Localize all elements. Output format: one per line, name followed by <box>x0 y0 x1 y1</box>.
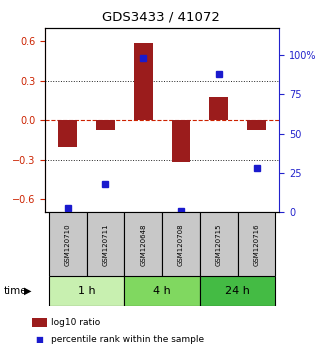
Text: 1 h: 1 h <box>78 286 95 296</box>
Bar <box>96 120 115 130</box>
Text: 4 h: 4 h <box>153 286 171 296</box>
Text: time: time <box>3 286 27 296</box>
Bar <box>200 276 275 306</box>
Text: ■: ■ <box>35 335 43 344</box>
Bar <box>49 276 124 306</box>
Bar <box>87 212 124 276</box>
Text: GDS3433 / 41072: GDS3433 / 41072 <box>101 11 220 24</box>
Text: GSM120710: GSM120710 <box>65 223 71 266</box>
Text: log10 ratio: log10 ratio <box>51 318 100 327</box>
Text: percentile rank within the sample: percentile rank within the sample <box>51 335 204 344</box>
Bar <box>134 43 153 120</box>
Text: GSM120715: GSM120715 <box>216 223 222 266</box>
Text: ▶: ▶ <box>24 286 31 296</box>
Bar <box>238 212 275 276</box>
Text: GSM120708: GSM120708 <box>178 223 184 266</box>
Bar <box>49 212 87 276</box>
Bar <box>247 120 266 130</box>
Bar <box>124 276 200 306</box>
Bar <box>124 212 162 276</box>
Bar <box>171 120 190 162</box>
Bar <box>209 97 228 120</box>
Bar <box>200 212 238 276</box>
Bar <box>162 212 200 276</box>
Bar <box>58 120 77 147</box>
Text: GSM120711: GSM120711 <box>102 223 108 266</box>
Text: GSM120648: GSM120648 <box>140 223 146 266</box>
Text: 24 h: 24 h <box>225 286 250 296</box>
Text: GSM120716: GSM120716 <box>254 223 260 266</box>
